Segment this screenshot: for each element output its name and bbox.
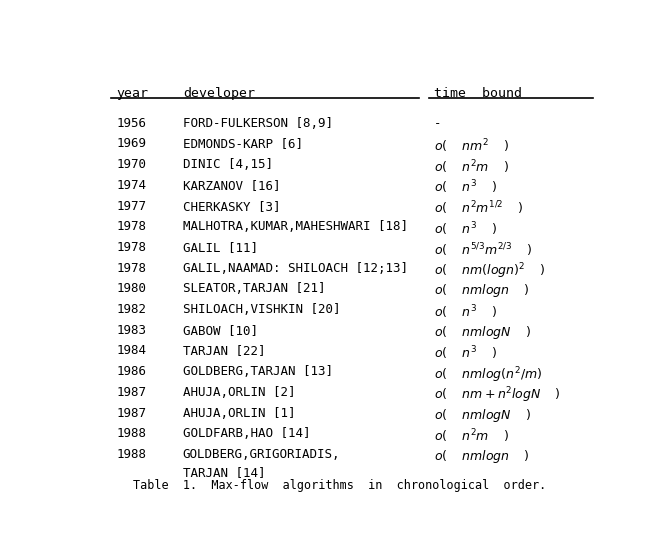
Text: $o($  $nmlogN$  $)$: $o($ $nmlogN$ $)$ — [434, 407, 531, 423]
Text: FORD-FULKERSON [8,9]: FORD-FULKERSON [8,9] — [183, 117, 333, 130]
Text: $o($  $n^3$  $)$: $o($ $n^3$ $)$ — [434, 220, 497, 238]
Text: TARJAN [22]: TARJAN [22] — [183, 344, 265, 357]
Text: 1978: 1978 — [116, 262, 146, 274]
Text: 1984: 1984 — [116, 344, 146, 357]
Text: AHUJA,ORLIN [1]: AHUJA,ORLIN [1] — [183, 407, 295, 419]
Text: 1988: 1988 — [116, 427, 146, 440]
Text: 1982: 1982 — [116, 303, 146, 316]
Text: KARZANOV [16]: KARZANOV [16] — [183, 179, 280, 192]
Text: Table  1.  Max-flow  algorithms  in  chronological  order.: Table 1. Max-flow algorithms in chronolo… — [132, 479, 546, 492]
Text: 1987: 1987 — [116, 386, 146, 399]
Text: GALIL,NAAMAD: SHILOACH [12;13]: GALIL,NAAMAD: SHILOACH [12;13] — [183, 262, 408, 274]
Text: $o($  $nmlog(n^2/m)$: $o($ $nmlog(n^2/m)$ — [434, 365, 542, 385]
Text: TARJAN [14]: TARJAN [14] — [183, 466, 265, 479]
Text: $o($  $n^2m$  $)$: $o($ $n^2m$ $)$ — [434, 427, 509, 445]
Text: 1983: 1983 — [116, 324, 146, 337]
Text: GOLDBERG,TARJAN [13]: GOLDBERG,TARJAN [13] — [183, 365, 333, 378]
Text: 1988: 1988 — [116, 448, 146, 461]
Text: SLEATOR,TARJAN [21]: SLEATOR,TARJAN [21] — [183, 282, 325, 295]
Text: 1974: 1974 — [116, 179, 146, 192]
Text: time  bound: time bound — [434, 87, 522, 100]
Text: $o($  $n^3$  $)$: $o($ $n^3$ $)$ — [434, 344, 497, 362]
Text: $o($  $nm(logn)^2$  $)$: $o($ $nm(logn)^2$ $)$ — [434, 262, 545, 281]
Text: $o($  $nmlogN$  $)$: $o($ $nmlogN$ $)$ — [434, 324, 531, 341]
Text: $o($  $n^3$  $)$: $o($ $n^3$ $)$ — [434, 303, 497, 321]
Text: 1970: 1970 — [116, 158, 146, 171]
Text: 1978: 1978 — [116, 220, 146, 234]
Text: $o($  $n^2m$  $)$: $o($ $n^2m$ $)$ — [434, 158, 509, 176]
Text: MALHOTRA,KUMAR,MAHESHWARI [18]: MALHOTRA,KUMAR,MAHESHWARI [18] — [183, 220, 408, 234]
Text: $o($  $n^3$  $)$: $o($ $n^3$ $)$ — [434, 179, 497, 197]
Text: DINIC [4,15]: DINIC [4,15] — [183, 158, 273, 171]
Text: 1977: 1977 — [116, 199, 146, 213]
Text: 1956: 1956 — [116, 117, 146, 130]
Text: -: - — [434, 117, 442, 130]
Text: $o($  $n^{5/3}m^{2/3}$  $)$: $o($ $n^{5/3}m^{2/3}$ $)$ — [434, 241, 533, 259]
Text: AHUJA,ORLIN [2]: AHUJA,ORLIN [2] — [183, 386, 295, 399]
Text: year: year — [116, 87, 148, 100]
Text: developer: developer — [183, 87, 255, 100]
Text: $o($  $nmlogn$  $)$: $o($ $nmlogn$ $)$ — [434, 282, 530, 300]
Text: EDMONDS-KARP [6]: EDMONDS-KARP [6] — [183, 138, 303, 151]
Text: GOLDBERG,GRIGORIADIS,: GOLDBERG,GRIGORIADIS, — [183, 448, 340, 461]
Text: $o($  $n^2m^{1/2}$  $)$: $o($ $n^2m^{1/2}$ $)$ — [434, 199, 524, 217]
Text: 1978: 1978 — [116, 241, 146, 254]
Text: $o($  $nm^2$  $)$: $o($ $nm^2$ $)$ — [434, 138, 509, 155]
Text: $o($  $nmlogn$  $)$: $o($ $nmlogn$ $)$ — [434, 448, 530, 465]
Text: $o($  $nm+n^2logN$  $)$: $o($ $nm+n^2logN$ $)$ — [434, 386, 561, 405]
Text: 1969: 1969 — [116, 138, 146, 151]
Text: 1986: 1986 — [116, 365, 146, 378]
Text: 1980: 1980 — [116, 282, 146, 295]
Text: CHERKASKY [3]: CHERKASKY [3] — [183, 199, 280, 213]
Text: GABOW [10]: GABOW [10] — [183, 324, 258, 337]
Text: GOLDFARB,HAO [14]: GOLDFARB,HAO [14] — [183, 427, 310, 440]
Text: 1987: 1987 — [116, 407, 146, 419]
Text: SHILOACH,VISHKIN [20]: SHILOACH,VISHKIN [20] — [183, 303, 340, 316]
Text: GALIL [11]: GALIL [11] — [183, 241, 258, 254]
